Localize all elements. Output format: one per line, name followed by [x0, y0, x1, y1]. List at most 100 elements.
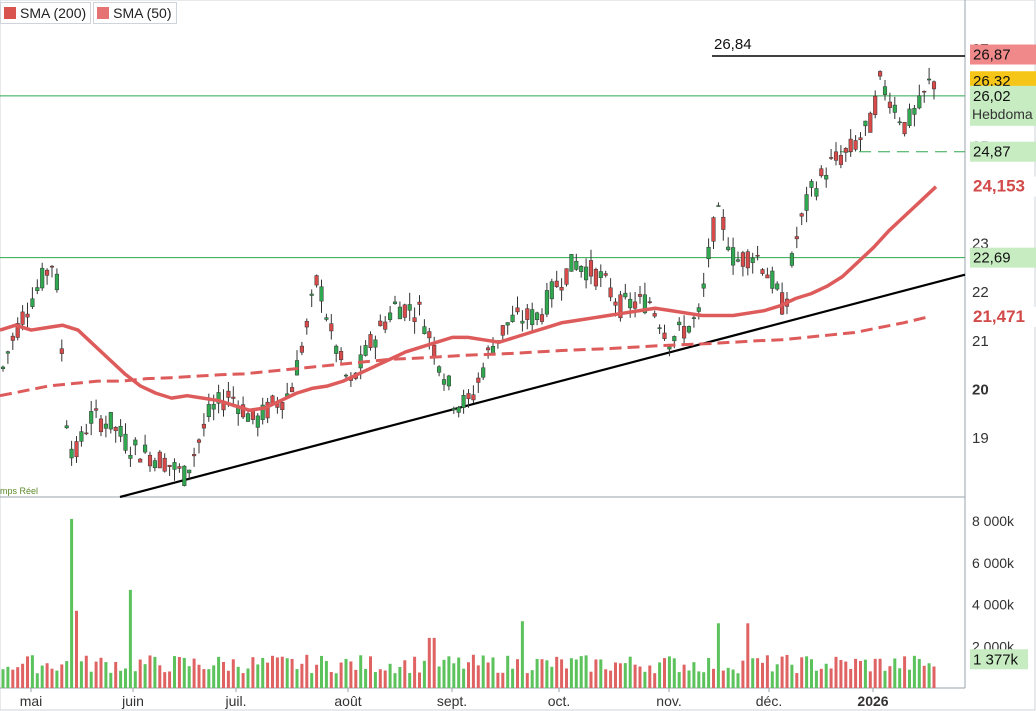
- candle-body: [838, 155, 843, 165]
- volume-bar: [726, 667, 730, 688]
- volume-bar: [824, 663, 828, 688]
- volume-bar: [520, 621, 524, 688]
- candle-body: [863, 120, 868, 127]
- candle-body: [500, 325, 505, 336]
- volume-bar: [21, 663, 25, 688]
- volume-bar: [569, 658, 573, 688]
- volume-bar: [418, 672, 421, 688]
- volume-bar: [1, 669, 5, 688]
- candle-body: [682, 326, 687, 339]
- candle-body: [618, 294, 623, 319]
- volume-bar: [256, 664, 260, 688]
- volume-bar: [182, 657, 186, 688]
- volume-bar: [535, 658, 539, 688]
- volume-bar: [310, 673, 314, 688]
- candle-body: [873, 95, 878, 116]
- candle-body: [417, 301, 422, 305]
- candle-body: [10, 335, 15, 341]
- candle-body: [407, 304, 412, 311]
- candle-body: [907, 108, 912, 126]
- volume-bar: [148, 655, 152, 688]
- volume-bar: [222, 661, 225, 688]
- candle-body: [892, 104, 897, 113]
- volume-bar: [413, 656, 417, 688]
- price-tick-label: 20: [972, 381, 989, 398]
- volume-bar: [334, 673, 338, 688]
- candle-body: [432, 344, 437, 357]
- volume-bar: [442, 659, 446, 688]
- candle-body: [226, 390, 231, 398]
- candle-body: [378, 320, 383, 327]
- price-tag-sublabel: Hebdoma: [972, 106, 1033, 122]
- legend-item-sma50[interactable]: SMA (50): [93, 2, 177, 24]
- time-tick-label: juil.: [224, 693, 246, 709]
- candle-body: [167, 464, 172, 467]
- volume-bar: [427, 637, 431, 688]
- volume-bar: [187, 666, 191, 688]
- volume-bar: [780, 656, 784, 688]
- candle-body: [510, 314, 515, 322]
- volume-bar: [295, 669, 299, 688]
- volume-bar: [922, 665, 926, 688]
- candle-body: [701, 283, 706, 289]
- sma50-line: [0, 185, 938, 413]
- candle-body: [152, 460, 157, 468]
- candle-body: [853, 140, 858, 150]
- volume-bar: [643, 671, 647, 688]
- legend-item-sma200[interactable]: SMA (200): [0, 2, 92, 24]
- candle-body: [706, 246, 711, 260]
- volume-bar: [89, 671, 93, 688]
- volume-bar: [403, 660, 407, 688]
- candle-body: [343, 374, 349, 377]
- volume-bar: [138, 659, 142, 688]
- candle-body: [765, 274, 770, 279]
- volume-bar: [565, 668, 568, 688]
- volume-bar: [481, 655, 485, 688]
- volume-bar: [261, 657, 265, 688]
- candle-body: [280, 402, 285, 410]
- candle-body: [64, 425, 69, 429]
- candle-body: [696, 307, 701, 312]
- volume-bar: [628, 656, 632, 688]
- volume-bar: [878, 658, 882, 688]
- volume-bar: [153, 656, 157, 688]
- candle-body: [456, 406, 461, 413]
- volume-bar: [197, 664, 201, 688]
- candle-body: [829, 157, 834, 159]
- volume-bar: [917, 659, 921, 688]
- candle-body: [902, 122, 907, 135]
- candle-body: [196, 439, 202, 443]
- volume-bar: [79, 661, 83, 688]
- volume-bar: [119, 670, 123, 688]
- volume-bar: [555, 656, 559, 688]
- candle-body: [182, 465, 187, 486]
- volume-bar: [790, 664, 794, 688]
- candle-body: [451, 408, 456, 411]
- volume-bar: [344, 658, 348, 688]
- volume-bar: [888, 666, 892, 688]
- candle-body: [334, 345, 339, 354]
- candle-body: [686, 326, 692, 333]
- candle-body: [20, 311, 25, 325]
- sma50-swatch: [97, 7, 110, 19]
- volume-bar: [437, 666, 441, 688]
- volume-bar: [702, 672, 706, 688]
- volume-bar: [305, 654, 309, 688]
- time-tick-label: mai: [20, 693, 43, 709]
- candle-body: [544, 290, 549, 315]
- volume-bar: [814, 670, 818, 688]
- volume-bar: [65, 661, 69, 688]
- candle-body: [324, 317, 329, 320]
- volume-bar: [682, 664, 686, 688]
- candle-body: [383, 321, 388, 330]
- volume-bar: [359, 655, 363, 688]
- volume-bar: [158, 665, 162, 688]
- candle-body: [613, 301, 618, 306]
- volume-bar: [60, 664, 64, 688]
- volume-bar: [741, 660, 745, 688]
- volume-bar: [173, 656, 176, 688]
- price-tag-label: 22,69: [973, 250, 1011, 267]
- legend: SMA (200) SMA (50): [0, 2, 177, 24]
